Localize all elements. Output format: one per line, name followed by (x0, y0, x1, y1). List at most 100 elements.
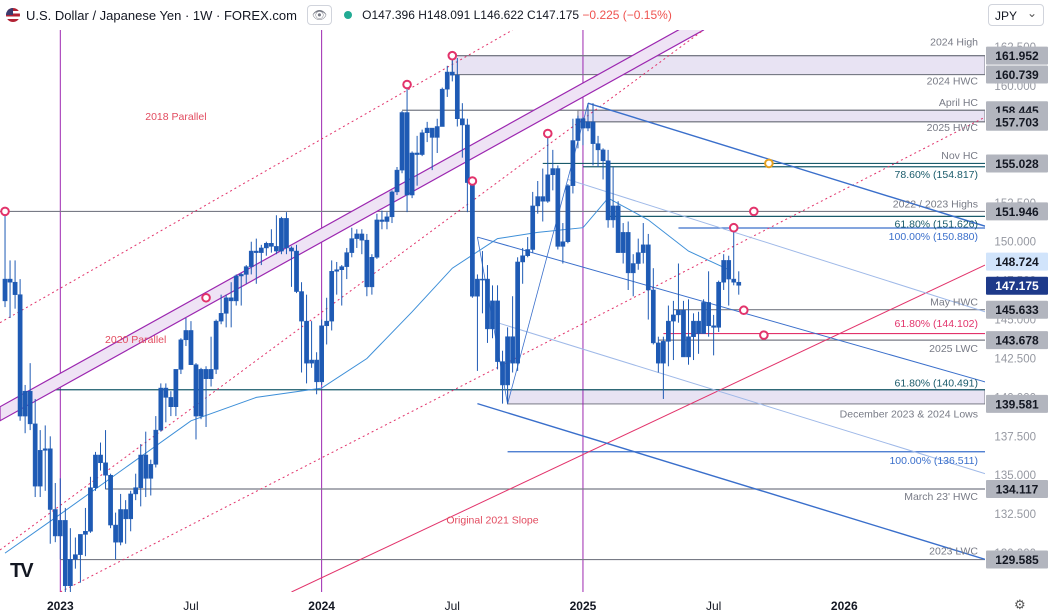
candle-body (178, 339, 184, 370)
candle-body (32, 423, 38, 487)
candle (650, 268, 656, 345)
candle-body (37, 450, 43, 487)
candle-body (434, 126, 440, 138)
candle-body (696, 320, 701, 334)
candle-body (500, 361, 505, 386)
candle (113, 512, 118, 560)
pivot-marker (749, 206, 759, 217)
symbol-title[interactable]: U.S. Dollar / Japanese Yen · 1W · FOREX.… (26, 7, 297, 23)
candle (37, 430, 43, 498)
candle (610, 166, 616, 228)
candle-body (193, 364, 199, 417)
currency-select[interactable]: JPY (988, 2, 1044, 26)
candle (399, 110, 405, 174)
candle-body (570, 140, 576, 186)
candle-body (314, 359, 319, 383)
candle-body (449, 71, 455, 76)
candle (213, 319, 219, 375)
candle (721, 254, 727, 290)
candle-body (630, 263, 636, 274)
tradingview-logo-icon: TV (10, 560, 34, 582)
candle-body (540, 196, 546, 202)
annotation-label: 2025 LWC (929, 343, 978, 355)
candle-body (615, 205, 621, 253)
candle-body (525, 249, 531, 256)
time-tick-label: Jul (183, 599, 198, 613)
price-tick-label: 135.000 (994, 470, 1036, 482)
candle-body (93, 454, 98, 488)
time-tick-label: 2023 (47, 599, 74, 613)
price-tag-label: 134.117 (996, 482, 1039, 496)
candle (78, 534, 83, 583)
candle-body (505, 336, 510, 386)
candle-body (490, 300, 495, 330)
candle-body (600, 149, 606, 162)
channel-mid-line (477, 236, 985, 383)
candle (68, 528, 73, 592)
candle-body (465, 124, 470, 183)
candle (505, 327, 510, 404)
channel-lightmid-line (567, 178, 985, 313)
candle (555, 165, 561, 250)
channel-bottom-line (477, 402, 985, 560)
candle (731, 227, 737, 286)
candle-body (83, 531, 88, 535)
annotation-label: 78.60% (154.817) (895, 169, 978, 181)
time-axis-background (0, 592, 1049, 616)
candle (193, 363, 199, 440)
price-axis[interactable]: 162.500160.000157.500155.000152.500150.0… (985, 30, 1049, 592)
candle (324, 297, 330, 345)
price-tick-label: 160.000 (994, 81, 1036, 93)
candle-body (520, 255, 526, 263)
candle (686, 299, 691, 365)
candle (389, 190, 395, 224)
ohlc-readout: O147.396 H148.091 L146.622 C147.175 −0.2… (362, 8, 672, 22)
candle (409, 151, 415, 199)
candle-body (133, 487, 139, 495)
candle-body (233, 275, 239, 302)
candle (655, 336, 661, 373)
visibility-icon[interactable]: 👁 (306, 5, 333, 25)
channel-top-line (587, 102, 985, 227)
price-tag-label: 157.703 (995, 115, 1039, 129)
candle (696, 311, 701, 354)
candle (17, 279, 23, 421)
candle-body (359, 233, 365, 241)
annotation-label: Nov HC (941, 150, 978, 162)
price-tag-label: 143.678 (995, 334, 1039, 348)
candle-body (580, 118, 586, 129)
candle-body (399, 112, 405, 171)
candle-body (736, 281, 742, 286)
candle-body (605, 160, 611, 221)
candle-body (57, 520, 63, 537)
candles-layer[interactable] (2, 55, 742, 597)
candle (590, 103, 596, 166)
candle-body (535, 196, 541, 207)
candle (585, 103, 591, 132)
candle-body (188, 330, 194, 365)
settings-gear-icon[interactable]: ⚙ (1014, 597, 1026, 612)
price-tag-label: 145.633 (995, 303, 1039, 317)
candle-body (444, 71, 450, 90)
candle-body (168, 397, 174, 407)
time-axis[interactable]: 2023 Jul 2024 Jul 2025 Jul 2026 (0, 592, 1049, 616)
candle-body (78, 534, 83, 555)
candle (726, 255, 732, 306)
candle-body (716, 281, 721, 328)
candle-body (645, 244, 651, 291)
candle-body (731, 278, 737, 283)
candle-body (676, 309, 681, 316)
candle-body (42, 448, 48, 451)
candle-body (68, 559, 73, 587)
candle (515, 257, 520, 371)
candle-body (274, 246, 279, 252)
close-value: C147.175 (527, 8, 580, 22)
pivot-marker (764, 158, 774, 169)
candle (334, 261, 340, 295)
candle-body (585, 121, 591, 129)
candle (108, 473, 113, 529)
candle-body (299, 291, 304, 322)
candle (661, 336, 666, 399)
candle-body (485, 278, 490, 330)
